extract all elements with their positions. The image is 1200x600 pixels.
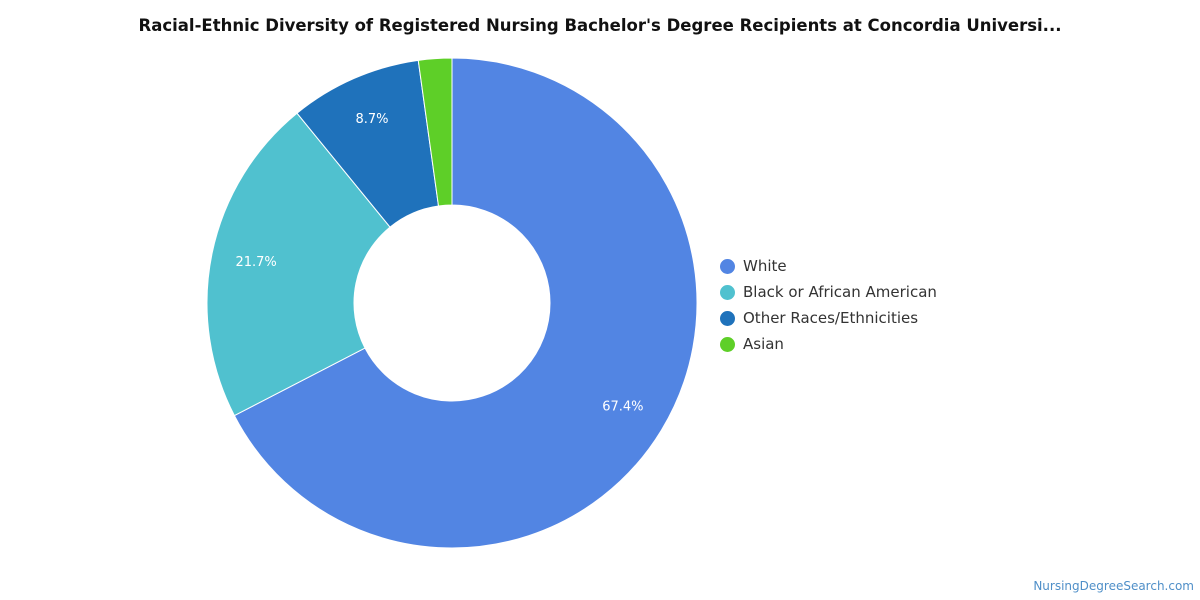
legend-swatch-icon	[720, 336, 735, 352]
data-label-black-or-african-american: 21.7%	[235, 255, 276, 270]
chart-legend: White Black or African American Other Race…	[720, 253, 937, 357]
chart-title: Racial-Ethnic Diversity of Registered Nu…	[138, 16, 1062, 35]
legend-swatch-icon	[720, 258, 735, 274]
legend-item-asian[interactable]: Asian	[720, 331, 937, 357]
data-label-other-races-ethnicities: 8.7%	[355, 112, 388, 127]
legend-label: Black or African American	[743, 283, 937, 301]
slice-black-or-african-american[interactable]	[206, 112, 391, 417]
site-watermark[interactable]: NursingDegreeSearch.com	[1033, 579, 1194, 593]
data-label-white: 67.4%	[602, 399, 643, 414]
slice-white[interactable]	[233, 57, 698, 549]
legend-label: Other Races/Ethnicities	[743, 309, 919, 327]
legend-label: White	[743, 257, 787, 275]
legend-swatch-icon	[720, 284, 735, 300]
legend-item-black-or-african-american[interactable]: Black or African American	[720, 279, 937, 305]
legend-swatch-icon	[720, 310, 735, 326]
legend-item-other-races-ethnicities[interactable]: Other Races/Ethnicities	[720, 305, 937, 331]
legend-label: Asian	[743, 335, 784, 353]
slice-asian[interactable]	[417, 57, 453, 207]
legend-item-white[interactable]: White	[720, 253, 937, 279]
